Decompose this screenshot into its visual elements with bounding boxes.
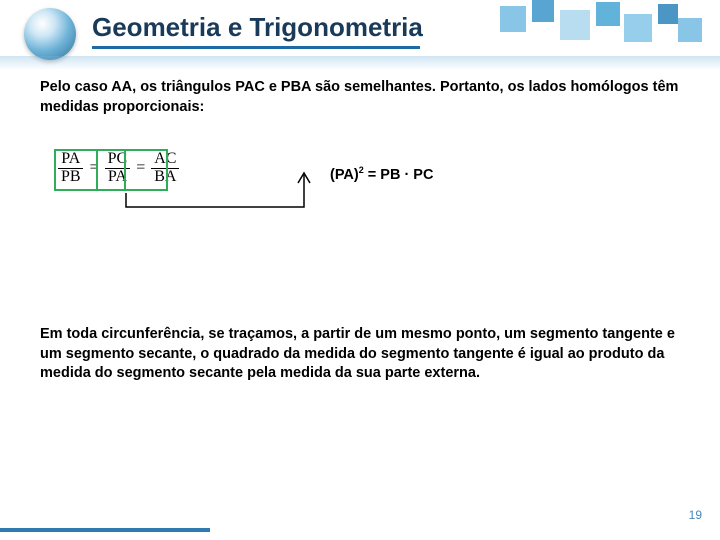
page-title: Geometria e Trigonometria [92,12,423,43]
globe-logo-icon [24,8,76,60]
footer-accent-bar [0,528,210,532]
arrow-connector-icon [40,145,680,225]
slide-header: Geometria e Trigonometria [0,0,720,68]
page-number: 19 [689,508,702,522]
header-band [0,56,720,70]
theorem-paragraph: Em toda circunferência, se traçamos, a p… [40,325,680,384]
title-underline [92,46,420,49]
intro-paragraph: Pelo caso AA, os triângulos PAC e PBA sã… [40,78,680,117]
equation-row: PA PB = PC PA = AC BA (PA)2 = PB · PC [40,145,680,215]
result-equation: (PA)2 = PB · PC [330,165,433,183]
slide-content: Pelo caso AA, os triângulos PAC e PBA sã… [40,78,680,384]
